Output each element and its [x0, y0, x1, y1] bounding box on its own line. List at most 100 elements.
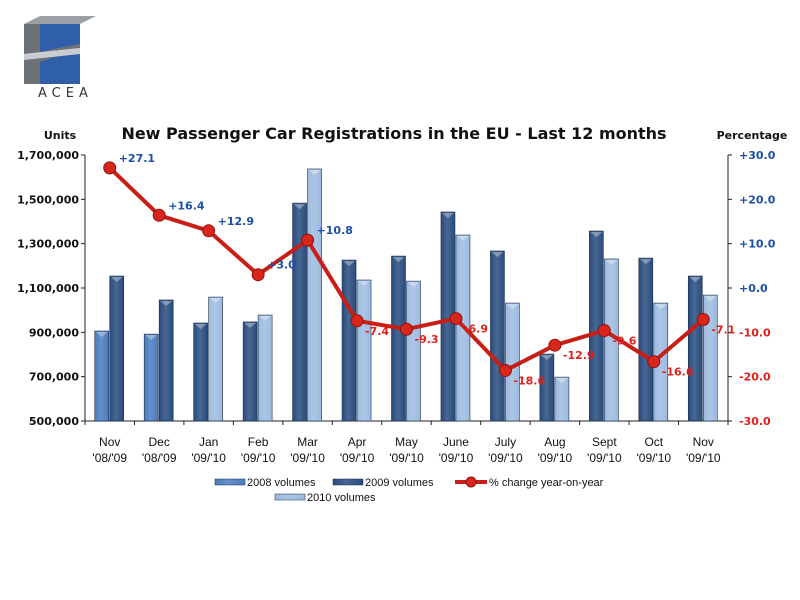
pct-change-marker [350, 314, 364, 328]
bar-cap-highlight [704, 296, 717, 302]
x-tick-label-years: '08/'09 [92, 451, 127, 465]
right-tick-label: +20.0 [739, 193, 776, 206]
legend-label: 2008 volumes [247, 477, 316, 489]
right-axis-title: Percentage [717, 129, 788, 142]
bar-cap-highlight [555, 378, 568, 384]
bar-cap-highlight [506, 304, 519, 310]
legend-swatch-2008-volumes [214, 478, 246, 486]
right-tick-label: +30.0 [739, 149, 776, 162]
bar-cap-highlight [145, 335, 158, 341]
left-tick-label: 1,500,000 [17, 193, 79, 206]
bar-cap-highlight [654, 304, 667, 310]
bar-2010-volumes [356, 279, 372, 422]
bar-cap-highlight [689, 277, 702, 283]
pct-change-marker [400, 322, 413, 336]
left-tick-label: 500,000 [29, 415, 79, 428]
bar-2009-volumes [490, 250, 505, 422]
legend-label: 2009 volumes [365, 477, 434, 489]
x-tick-label-month: Oct [644, 435, 663, 449]
bar-cap-highlight [639, 259, 652, 265]
bar-cap-highlight [343, 261, 356, 267]
bar-cap-highlight [194, 324, 207, 330]
legend-label: % change year-on-year [489, 477, 604, 489]
left-tick-label: 1,100,000 [17, 282, 79, 295]
pct-change-data-label: -7.1 [711, 323, 735, 336]
bar-2009-volumes [242, 321, 258, 422]
x-tick-label-years: '09/'10 [241, 451, 276, 465]
x-tick-label-years: '09/'10 [538, 451, 573, 465]
bar-cap-highlight [209, 298, 222, 304]
x-tick-label-years: '09/'10 [191, 451, 226, 465]
bar-cap-highlight [259, 316, 272, 322]
pct-change-marker [301, 233, 315, 247]
chart-title: New Passenger Car Registrations in the E… [121, 124, 666, 143]
bar-cap-highlight [407, 282, 420, 288]
x-tick-label-month: Sept [592, 435, 617, 449]
x-tick-label-years: '09/'10 [686, 451, 721, 465]
bar-2009-volumes [341, 259, 357, 422]
x-tick-label-years: '09/'10 [340, 451, 375, 465]
legend-swatch-2009-volumes [332, 478, 364, 486]
x-tick-label-month: Dec [149, 435, 170, 449]
x-tick-label-years: '09/'10 [290, 451, 325, 465]
legend-label: 2010 volumes [307, 492, 376, 504]
x-tick-label-years: '09/'10 [439, 451, 474, 465]
right-tick-label: -10.0 [739, 326, 771, 339]
x-tick-label-month: Jan [199, 435, 218, 449]
bar-cap-highlight [590, 232, 603, 238]
legend-swatch-2010-volumes [274, 493, 306, 501]
pct-change-marker [251, 268, 265, 282]
acea-logo-text: ACEA [38, 86, 93, 101]
legend: 2008 volumes 2009 volumes % change year-on… [214, 476, 604, 504]
pct-change-marker [202, 224, 216, 238]
left-axis-title: Units [44, 129, 77, 142]
x-tick-label-years: '09/'10 [587, 451, 622, 465]
x-tick-label-month: June [443, 435, 469, 449]
pct-change-data-label: -7.4 [365, 325, 389, 338]
pct-change-data-label: +3.0 [267, 259, 296, 272]
x-tick-label-month: Mar [297, 435, 318, 449]
bar-2009-volumes [109, 275, 125, 422]
x-tick-label-month: Nov [99, 435, 120, 449]
pct-change-data-label: +10.8 [317, 224, 353, 237]
bar-2010-volumes [208, 296, 223, 422]
legend-swatch-marker [465, 476, 477, 488]
bar-cap-highlight [392, 257, 405, 263]
x-tick-label-month: Feb [248, 435, 269, 449]
left-tick-label: 900,000 [29, 326, 79, 339]
pct-change-data-label: -18.6 [513, 374, 545, 387]
x-tick-label-years: '09/'10 [389, 451, 424, 465]
left-tick-label: 700,000 [29, 371, 79, 384]
right-tick-label: -20.0 [739, 371, 771, 384]
x-tick-label-month: Apr [348, 435, 367, 449]
pct-change-data-label: +16.4 [168, 199, 205, 212]
x-tick-label-month: Nov [693, 435, 714, 449]
x-tick-label-years: '08/'09 [142, 451, 177, 465]
bar-cap-highlight [293, 204, 306, 210]
pct-change-data-label: +27.1 [119, 152, 155, 165]
bar-cap-highlight [160, 300, 173, 306]
right-tick-label: +10.0 [739, 238, 776, 251]
pct-change-data-label: -9.6 [612, 335, 636, 348]
bar-cap-highlight [110, 277, 123, 283]
acea-cube-logo-icon [24, 16, 96, 84]
pct-change-data-label: +12.9 [218, 215, 254, 228]
bar-2009-volumes [391, 255, 406, 422]
bar-2010-volumes [505, 302, 520, 422]
x-tick-label-years: '09/'10 [488, 451, 523, 465]
bar-2009-volumes [193, 322, 208, 422]
bar-2009-volumes [539, 353, 555, 422]
pct-change-marker [449, 312, 463, 326]
x-tick-label-month: May [395, 435, 418, 449]
bar-cap-highlight [540, 355, 553, 361]
pct-change-marker [548, 338, 562, 352]
pct-change-data-label: -16.6 [662, 366, 694, 379]
bar-2009-volumes [158, 299, 174, 422]
bar-cap-highlight [244, 322, 257, 328]
bar-2010-volumes [554, 376, 570, 422]
bar-2010-volumes [406, 280, 421, 422]
pct-change-data-label: -6.9 [464, 323, 488, 336]
bar-cap-highlight [441, 212, 454, 218]
bar-2010-volumes [257, 314, 273, 422]
bar-2010-volumes [702, 294, 718, 422]
